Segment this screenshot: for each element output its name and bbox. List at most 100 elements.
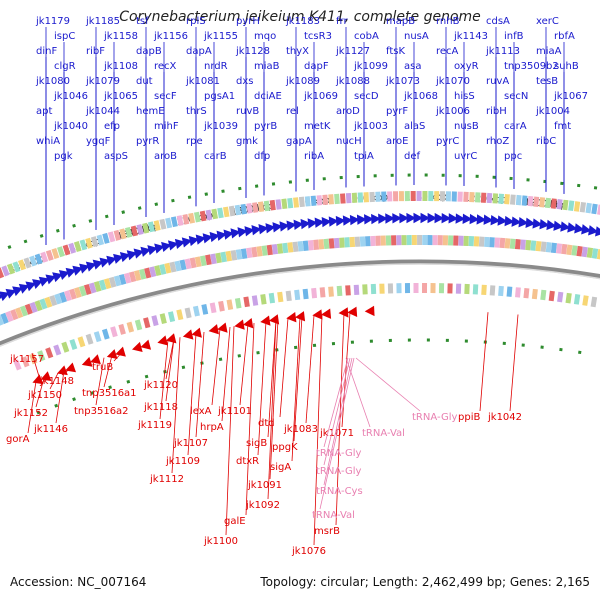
cog-block xyxy=(149,266,157,278)
cog-block xyxy=(101,328,110,340)
forward-gene-arrow xyxy=(504,215,515,227)
reverse-gene-leader xyxy=(225,326,235,536)
reverse-gene-label: hrpA xyxy=(200,422,224,433)
cog-block xyxy=(29,255,38,267)
reverse-gene-label: sigA xyxy=(270,462,291,473)
reverse-gene-arrow xyxy=(338,307,349,318)
cog-block xyxy=(457,191,463,202)
reverse-gene-arrow xyxy=(364,305,375,317)
cog-block xyxy=(597,204,600,216)
cog-block xyxy=(525,239,532,251)
forward-gene-label: gmk xyxy=(236,136,258,147)
cog-block xyxy=(0,312,9,324)
reverse-gene-label: galE xyxy=(224,516,246,527)
forward-gene-label: dinF xyxy=(36,46,57,57)
cog-block xyxy=(404,191,410,202)
cog-block xyxy=(481,284,487,296)
forward-gene-arrow xyxy=(38,276,50,287)
forward-gene-label: dciAE xyxy=(254,91,282,102)
cog-block xyxy=(215,252,222,264)
forward-gene-arrow xyxy=(216,230,227,241)
cog-block xyxy=(302,288,309,300)
forward-gene-label: hemE xyxy=(136,106,165,117)
cog-block xyxy=(385,235,392,246)
reverse-gene-leader xyxy=(313,314,323,546)
forward-gene-arrow xyxy=(5,288,17,299)
cog-block xyxy=(218,300,225,312)
reverse-gene-leader xyxy=(187,333,197,456)
cog-block xyxy=(351,192,358,203)
reverse-gene-leader xyxy=(509,314,519,412)
cog-block xyxy=(421,282,428,294)
forward-gene-label: xerC xyxy=(536,16,559,27)
forward-gene-label: rel xyxy=(286,106,299,117)
cog-block xyxy=(21,356,30,368)
cog-block xyxy=(45,347,54,359)
forward-gene-label: clgR xyxy=(54,61,76,72)
cog-block xyxy=(182,213,190,225)
reverse-gene-leader xyxy=(269,319,279,480)
cog-block xyxy=(193,211,201,223)
forward-gene-arrow xyxy=(420,212,431,224)
reverse-gene-leader xyxy=(165,338,175,380)
cog-block xyxy=(428,191,434,202)
reverse-gene-leader xyxy=(221,326,231,422)
cog-block xyxy=(336,285,343,297)
cog-block xyxy=(147,221,156,233)
cog-block xyxy=(159,263,167,275)
cog-block xyxy=(256,246,263,257)
cog-block xyxy=(576,245,583,257)
forward-gene-arrow xyxy=(441,212,452,224)
reverse-gene-leader xyxy=(239,323,249,406)
cog-block xyxy=(328,286,334,297)
forward-gene-arrow xyxy=(0,293,4,304)
cog-block xyxy=(205,254,212,266)
reverse-gene-label: tnp3516a2 xyxy=(74,406,129,417)
reverse-gene-label: jk1120 xyxy=(143,380,178,391)
cog-block xyxy=(447,283,453,294)
cog-block xyxy=(381,191,387,202)
forward-gene-arrow xyxy=(462,213,473,224)
forward-gene-arrow xyxy=(567,222,578,233)
forward-gene-label: hisS xyxy=(454,91,475,102)
forward-gene-arrow xyxy=(244,226,255,237)
cog-block xyxy=(113,275,122,287)
forward-gene-arrow xyxy=(455,213,466,224)
forward-gene-arrow xyxy=(595,226,600,237)
cog-block xyxy=(565,292,572,304)
cog-block xyxy=(472,284,479,295)
cog-block xyxy=(251,246,258,258)
reverse-gene-arrow xyxy=(90,354,101,365)
forward-gene-arrow xyxy=(237,227,248,238)
forward-gene-arrow xyxy=(413,212,424,224)
cog-block xyxy=(530,240,537,251)
cog-block xyxy=(422,234,428,246)
cog-block xyxy=(539,197,546,208)
forward-gene-label: rpe xyxy=(186,136,203,147)
reverse-gene-arrow xyxy=(312,309,323,320)
reverse-gene-arrow xyxy=(106,349,118,360)
cog-block xyxy=(401,235,407,246)
reverse-gene-leader xyxy=(113,352,123,362)
forward-gene-label: dfp xyxy=(254,151,270,162)
forward-gene-label: tsf xyxy=(136,16,149,27)
forward-gene-label: nusA xyxy=(404,31,429,42)
cog-block xyxy=(225,250,233,262)
forward-gene-label: frr xyxy=(336,16,348,27)
cog-block xyxy=(531,288,538,300)
cog-block xyxy=(153,220,161,231)
cog-block xyxy=(102,232,110,244)
cog-block xyxy=(188,212,196,224)
cog-block xyxy=(417,234,423,246)
cog-block xyxy=(51,248,60,260)
cog-block xyxy=(369,191,375,203)
cog-block xyxy=(499,237,506,249)
cog-block xyxy=(269,199,276,211)
forward-gene-label: jk1113 xyxy=(485,46,520,57)
cog-block xyxy=(15,307,24,319)
cog-block xyxy=(579,201,587,213)
reverse-gene-arrow xyxy=(191,327,202,338)
cog-block xyxy=(45,249,54,261)
reverse-gene-leader xyxy=(95,357,105,406)
